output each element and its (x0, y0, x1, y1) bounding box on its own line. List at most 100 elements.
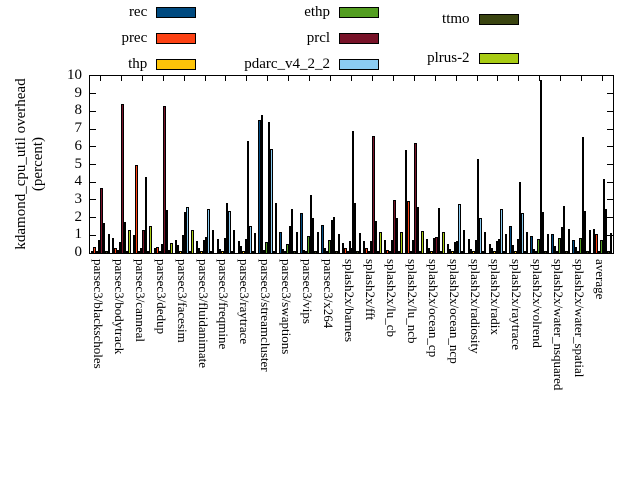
bar-prec-parsec3-x264 (323, 248, 326, 253)
bar-thp-splash2x-volrend (535, 251, 538, 253)
x-tick-label-splash2x-ocean-ncp: splash2x/ocean_ncp (446, 259, 462, 364)
x-tick-label-splash2x-water-spatial: splash2x/water_spatial (572, 259, 588, 378)
bar-ethp-parsec3-x264 (328, 240, 331, 253)
bar-ethp-splash2x-raytrace (516, 239, 519, 253)
bar-plrus-2-average (609, 233, 612, 253)
x-tick-label-splash2x-lu-cb: splash2x/lu_cb (383, 259, 399, 337)
bar-prec-splash2x-barnes (344, 248, 347, 253)
bar-rec-splash2x-lu-cb (383, 240, 387, 253)
bar-plrus-2-parsec3-blackscholes (107, 234, 110, 253)
bar-plrus-2-splash2x-ocean-cp (442, 232, 445, 253)
bar-ttmo-parsec3-dedup (167, 250, 171, 253)
bar-prcl-splash2x-barnes (351, 131, 354, 253)
bar-ttmo-parsec3-swaptions (293, 251, 296, 253)
bar-rec-splash2x-radiosity (467, 239, 470, 253)
bar-prcl-splash2x-lu-cb (393, 200, 396, 253)
y-tick-label-9: 9 (74, 84, 83, 101)
bar-prcl-parsec3-freqmine (225, 203, 229, 253)
bar-pdarc-v4-2-2-parsec3-vips (312, 218, 315, 253)
bar-prec-splash2x-radix (490, 248, 494, 253)
bar-ttmo-parsec3-fluidanimate (209, 251, 213, 253)
bar-prcl-parsec3-canneal (142, 230, 145, 253)
bar-thp-splash2x-fft (367, 251, 371, 253)
x-tick-mark-top-parsec3-facesim (183, 76, 185, 81)
bar-pdarc-v4-2-2-splash2x-water-spatial (583, 211, 587, 253)
x-tick-label-splash2x-ocean-cp: splash2x/ocean_cp (425, 259, 441, 358)
bar-plrus-2-splash2x-volrend (546, 234, 550, 253)
legend-label-prec: prec (121, 30, 148, 46)
bar-ethp-splash2x-lu-cb (390, 240, 394, 253)
bar-ethp-average (600, 240, 603, 253)
bar-pdarc-v4-2-2-splash2x-barnes (353, 203, 357, 253)
x-tick-label-splash2x-raytrace: splash2x/raytrace (509, 259, 525, 350)
bar-prcl-parsec3-bodytrack (121, 104, 124, 253)
bar-pdarc-v4-2-2-parsec3-freqmine (228, 211, 231, 253)
legend-swatch-ethp-icon (339, 7, 380, 18)
y-tick-mark-right-2 (607, 217, 613, 219)
bar-ttmo-splash2x-water-spatial (586, 251, 589, 253)
x-tick-label-parsec3-x264: parsec3/x264 (321, 259, 337, 329)
bar-prcl-splash2x-radiosity (477, 159, 480, 253)
x-tick-label-splash2x-fft: splash2x/fft (362, 259, 378, 321)
bar-prcl-splash2x-ocean-ncp (456, 241, 459, 253)
bar-plrus-2-parsec3-x264 (337, 234, 340, 253)
bar-prec-parsec3-freqmine (218, 249, 222, 253)
bar-plrus-2-splash2x-water-nsquared (567, 229, 571, 253)
y-tick-label-8: 8 (74, 102, 83, 119)
bar-ethp-parsec3-blackscholes (98, 240, 101, 253)
bar-ttmo-parsec3-freqmine (230, 251, 234, 253)
bar-rec-parsec3-blackscholes (91, 251, 94, 253)
bar-prcl-splash2x-water-spatial (581, 137, 584, 253)
bar-rec-parsec3-dedup (153, 248, 157, 253)
legend-label-thp: thp (128, 56, 148, 72)
bar-ttmo-splash2x-raytrace (523, 251, 526, 253)
x-tick-label-parsec3-raytrace: parsec3/raytrace (237, 259, 253, 345)
bar-pdarc-v4-2-2-splash2x-radix (500, 209, 503, 253)
x-tick-mark-top-splash2x-raytrace (518, 76, 520, 81)
bar-ethp-splash2x-barnes (349, 241, 352, 253)
bar-ttmo-parsec3-bodytrack (126, 251, 129, 253)
bar-rec-parsec3-canneal (132, 235, 136, 253)
bar-ttmo-parsec3-facesim (188, 251, 192, 253)
x-tick-label-average: average (593, 259, 609, 300)
bar-thp-splash2x-lu-ncb (409, 251, 412, 253)
legend-column-2: ethp prcl pdarc_v4_2_2 (244, 4, 380, 73)
y-tick-mark-left-3 (90, 199, 96, 201)
legend-label-pdarc-v4-2-2: pdarc_v4_2_2 (244, 56, 331, 72)
x-tick-mark-top-average (602, 76, 604, 81)
bar-rec-parsec3-freqmine (216, 239, 219, 253)
bar-rec-parsec3-vips (300, 213, 303, 253)
bar-prec-splash2x-ocean-ncp (449, 249, 452, 253)
bar-plrus-2-splash2x-lu-ncb (421, 231, 424, 253)
bar-rec-splash2x-raytrace (509, 226, 512, 253)
bar-prec-parsec3-fluidanimate (198, 248, 201, 253)
bar-prec-parsec3-blackscholes (93, 247, 96, 253)
x-tick-label-splash2x-barnes: splash2x/barnes (342, 259, 357, 343)
bar-pdarc-v4-2-2-parsec3-blackscholes (102, 223, 106, 253)
bar-prec-splash2x-volrend (532, 249, 536, 253)
y-tick-label-2: 2 (74, 208, 83, 225)
bar-ethp-parsec3-facesim (181, 235, 185, 253)
bar-thp-parsec3-x264 (325, 251, 329, 253)
bar-pdarc-v4-2-2-parsec3-swaptions (291, 209, 294, 253)
legend-label-ethp: ethp (304, 4, 331, 20)
y-tick-mark-right-3 (607, 199, 613, 201)
bar-pdarc-v4-2-2-parsec3-bodytrack (123, 222, 127, 253)
y-tick-label-0: 0 (74, 244, 83, 260)
bar-prec-splash2x-lu-cb (386, 250, 389, 253)
bar-ttmo-parsec3-streamcluster (272, 251, 275, 253)
bar-prcl-parsec3-swaptions (288, 226, 292, 253)
y-tick-mark-right-8 (607, 110, 613, 112)
bar-ethp-splash2x-water-spatial (579, 238, 582, 253)
x-tick-label-parsec3-bodytrack: parsec3/bodytrack (111, 259, 127, 355)
bar-thp-splash2x-radix (493, 251, 496, 253)
bar-plrus-2-splash2x-lu-cb (400, 232, 403, 253)
bar-ttmo-parsec3-vips (314, 251, 317, 253)
x-tick-label-splash2x-lu-ncb: splash2x/lu_ncb (404, 259, 420, 344)
y-tick-mark-left-4 (90, 181, 96, 183)
bar-pdarc-v4-2-2-splash2x-ocean-ncp (458, 204, 461, 253)
bar-ethp-parsec3-freqmine (223, 238, 226, 253)
bar-prec-parsec3-raytrace (239, 246, 243, 253)
y-tick-mark-left-9 (90, 93, 96, 95)
bar-ttmo-splash2x-ocean-ncp (460, 251, 464, 253)
